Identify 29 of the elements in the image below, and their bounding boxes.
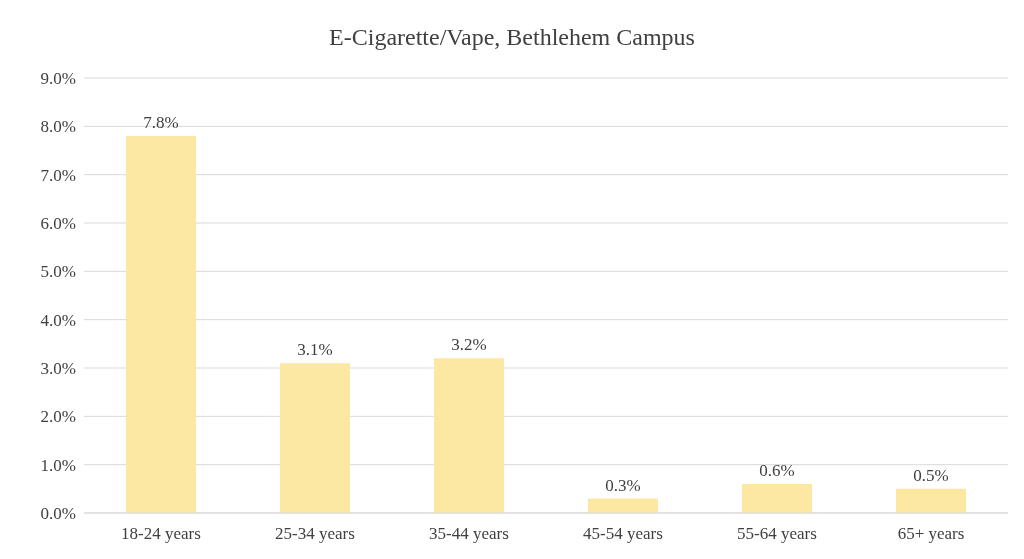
bar — [126, 136, 196, 513]
data-label: 0.5% — [913, 465, 949, 485]
x-tick-label: 45-54 years — [583, 524, 663, 544]
bar — [588, 498, 658, 513]
y-tick-label: 6.0% — [40, 214, 76, 234]
y-tick-label: 8.0% — [40, 117, 76, 137]
y-tick-label: 5.0% — [40, 262, 76, 282]
y-tick-label: 7.0% — [40, 165, 76, 185]
data-label: 3.2% — [451, 335, 487, 355]
data-label: 0.6% — [759, 461, 795, 480]
y-tick-label: 9.0% — [40, 69, 76, 89]
x-tick-label: 55-64 years — [737, 524, 817, 544]
y-tick-label: 3.0% — [40, 359, 76, 379]
y-tick-label: 1.0% — [40, 455, 76, 475]
bar — [434, 358, 504, 513]
x-tick-label: 25-34 years — [275, 524, 355, 544]
data-label: 7.8% — [143, 113, 179, 132]
x-tick-label: 65+ years — [897, 524, 965, 544]
x-tick-label: 35-44 years — [429, 524, 509, 544]
y-tick-label: 0.0% — [40, 504, 76, 524]
y-tick-label: 2.0% — [40, 407, 76, 427]
y-tick-label: 4.0% — [40, 310, 76, 330]
bar — [742, 484, 812, 513]
bar — [280, 363, 350, 513]
x-tick-label: 18-24 years — [121, 524, 201, 544]
chart-title: E-Cigarette/Vape, Bethlehem Campus — [328, 23, 696, 52]
data-label: 3.1% — [297, 340, 333, 360]
bar — [896, 488, 966, 513]
data-label: 0.3% — [605, 475, 641, 495]
